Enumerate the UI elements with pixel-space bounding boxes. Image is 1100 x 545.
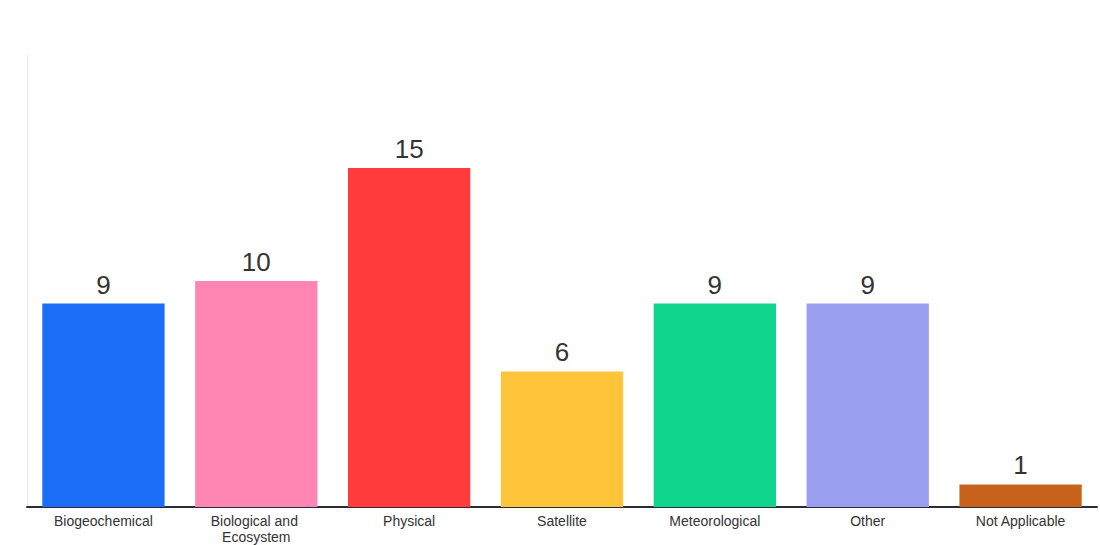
svg-text:Biological and: Biological and bbox=[211, 513, 302, 529]
svg-text:9: 9 bbox=[860, 270, 874, 300]
svg-text:10: 10 bbox=[242, 247, 271, 277]
svg-text:Biogeochemical: Biogeochemical bbox=[54, 513, 153, 529]
svg-text:6: 6 bbox=[555, 337, 569, 367]
svg-text:Physical: Physical bbox=[383, 513, 435, 529]
svg-text:Other: Other bbox=[850, 513, 885, 529]
svg-text:Ecosystem: Ecosystem bbox=[222, 529, 290, 545]
svg-text:15: 15 bbox=[395, 134, 424, 164]
svg-text:9: 9 bbox=[96, 270, 110, 300]
svg-text:Meteorological: Meteorological bbox=[669, 513, 760, 529]
svg-text:Not Applicable: Not Applicable bbox=[976, 513, 1066, 529]
svg-text:Satellite: Satellite bbox=[537, 513, 587, 529]
svg-text:9: 9 bbox=[708, 270, 722, 300]
svg-text:1: 1 bbox=[1013, 450, 1027, 480]
